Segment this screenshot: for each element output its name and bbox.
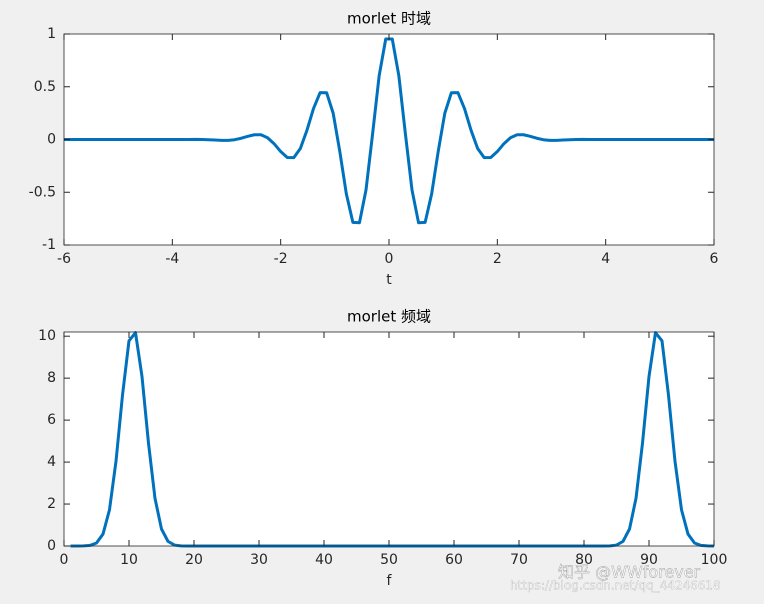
x-tick-label: 10 <box>120 552 138 568</box>
y-tick-label: 0 <box>47 132 56 148</box>
x-tick-label: 0 <box>385 251 394 267</box>
x-tick-label: 4 <box>601 251 610 267</box>
x-axis-label: f <box>387 573 393 589</box>
x-tick-label: 100 <box>701 552 728 568</box>
plot-area <box>64 332 714 546</box>
x-tick-label: 30 <box>250 552 268 568</box>
x-tick-label: 50 <box>380 552 398 568</box>
x-tick-label: 0 <box>60 552 69 568</box>
x-tick-label: 20 <box>185 552 203 568</box>
x-tick-label: -2 <box>274 251 288 267</box>
chart-title: morlet 频域 <box>347 308 431 326</box>
y-tick-label: -0.5 <box>29 184 56 200</box>
y-tick-label: 8 <box>47 370 56 386</box>
y-tick-label: 0.5 <box>34 79 56 95</box>
x-tick-label: -4 <box>165 251 179 267</box>
x-tick-label: 6 <box>710 251 719 267</box>
axes: 0 10 20 30 40 50 60 70 80 90 100 0 2 4 6 8 10 morlet 频域 f <box>38 308 727 590</box>
x-tick-label: -6 <box>57 251 71 267</box>
y-tick-label: 4 <box>47 454 56 470</box>
y-tick-label: 2 <box>47 496 56 512</box>
x-tick-label: 90 <box>640 552 658 568</box>
x-tick-label: 60 <box>445 552 463 568</box>
x-tick-label: 80 <box>575 552 593 568</box>
axes: -6 -4 -2 0 2 4 6 -1 -0.5 0 0.5 1 morlet 时域 t <box>29 10 719 289</box>
x-tick-label: 2 <box>493 251 502 267</box>
y-tick-label: 10 <box>38 328 56 344</box>
watermark-url: https://blog.csdn.net/qq_44246618 <box>510 579 721 593</box>
x-tick-label: 70 <box>510 552 528 568</box>
y-tick-label: 1 <box>47 26 56 42</box>
y-tick-label: 0 <box>47 538 56 554</box>
x-axis-label: t <box>386 272 392 288</box>
x-tick-label: 40 <box>315 552 333 568</box>
watermark: 知乎 @WWforever <box>558 563 701 582</box>
y-tick-label: 6 <box>47 412 56 428</box>
y-tick-label: -1 <box>42 237 56 253</box>
chart-title: morlet 时域 <box>347 10 431 28</box>
